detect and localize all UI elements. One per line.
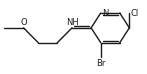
Text: Br: Br bbox=[96, 59, 105, 68]
Text: O: O bbox=[20, 18, 27, 27]
Text: N: N bbox=[102, 9, 108, 18]
Text: Cl: Cl bbox=[131, 9, 139, 18]
Text: NH: NH bbox=[66, 18, 78, 27]
